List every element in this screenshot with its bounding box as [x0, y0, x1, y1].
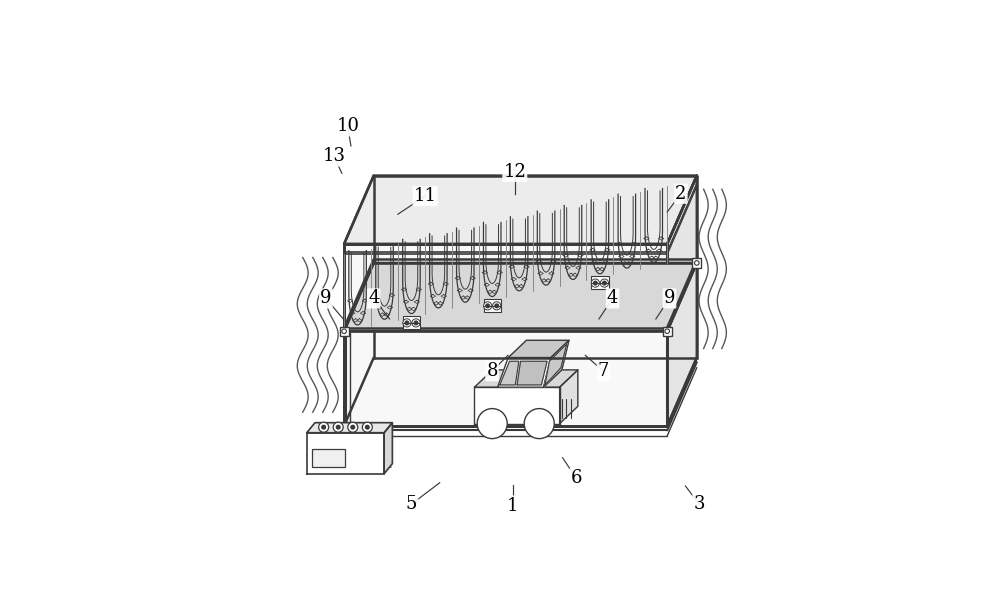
- Circle shape: [493, 302, 501, 310]
- Circle shape: [477, 408, 507, 439]
- Polygon shape: [560, 370, 578, 424]
- Polygon shape: [307, 433, 384, 473]
- Circle shape: [536, 420, 542, 427]
- Text: 10: 10: [336, 118, 359, 135]
- Polygon shape: [545, 344, 567, 385]
- Circle shape: [531, 415, 547, 432]
- Bar: [340, 327, 349, 336]
- Text: 12: 12: [503, 163, 526, 181]
- Circle shape: [591, 279, 599, 287]
- Circle shape: [366, 426, 369, 429]
- Circle shape: [403, 319, 411, 327]
- Polygon shape: [344, 358, 697, 426]
- Circle shape: [484, 302, 492, 310]
- Circle shape: [336, 426, 340, 429]
- Text: 4: 4: [607, 290, 618, 307]
- Circle shape: [414, 321, 418, 324]
- Text: 6: 6: [570, 469, 582, 487]
- Text: 2: 2: [675, 185, 687, 203]
- Bar: [403, 316, 420, 329]
- Circle shape: [695, 261, 699, 265]
- Circle shape: [486, 304, 489, 308]
- Polygon shape: [667, 176, 697, 426]
- Text: 11: 11: [414, 187, 437, 205]
- Text: 5: 5: [406, 495, 417, 513]
- Circle shape: [319, 422, 329, 432]
- Polygon shape: [498, 358, 551, 387]
- Circle shape: [489, 420, 495, 427]
- Polygon shape: [500, 361, 519, 385]
- Bar: [484, 299, 501, 311]
- Circle shape: [405, 321, 409, 324]
- Bar: [591, 276, 609, 289]
- Polygon shape: [344, 176, 697, 244]
- Circle shape: [333, 422, 343, 432]
- Circle shape: [362, 422, 372, 432]
- Circle shape: [594, 281, 597, 285]
- Circle shape: [412, 319, 420, 327]
- Circle shape: [322, 426, 325, 429]
- Polygon shape: [508, 340, 569, 358]
- Bar: [312, 449, 345, 467]
- Polygon shape: [344, 244, 667, 426]
- Text: 9: 9: [664, 290, 675, 307]
- Circle shape: [348, 422, 358, 432]
- Bar: [663, 327, 672, 336]
- Polygon shape: [307, 423, 392, 433]
- Bar: [692, 258, 701, 268]
- Circle shape: [524, 408, 554, 439]
- Circle shape: [600, 279, 609, 287]
- Text: 8: 8: [486, 362, 498, 380]
- Circle shape: [484, 415, 500, 432]
- Polygon shape: [474, 370, 578, 387]
- Text: 3: 3: [693, 495, 705, 513]
- Polygon shape: [344, 263, 697, 331]
- Polygon shape: [384, 423, 392, 473]
- Circle shape: [351, 426, 355, 429]
- Circle shape: [665, 329, 669, 333]
- Polygon shape: [544, 340, 569, 387]
- Text: 7: 7: [598, 362, 609, 380]
- Polygon shape: [517, 361, 547, 385]
- Text: 13: 13: [323, 148, 346, 165]
- Text: 1: 1: [507, 496, 518, 515]
- Polygon shape: [474, 387, 560, 424]
- Text: 4: 4: [368, 290, 379, 307]
- Text: 9: 9: [320, 290, 332, 307]
- Circle shape: [603, 281, 606, 285]
- Circle shape: [495, 304, 499, 308]
- Circle shape: [342, 329, 346, 333]
